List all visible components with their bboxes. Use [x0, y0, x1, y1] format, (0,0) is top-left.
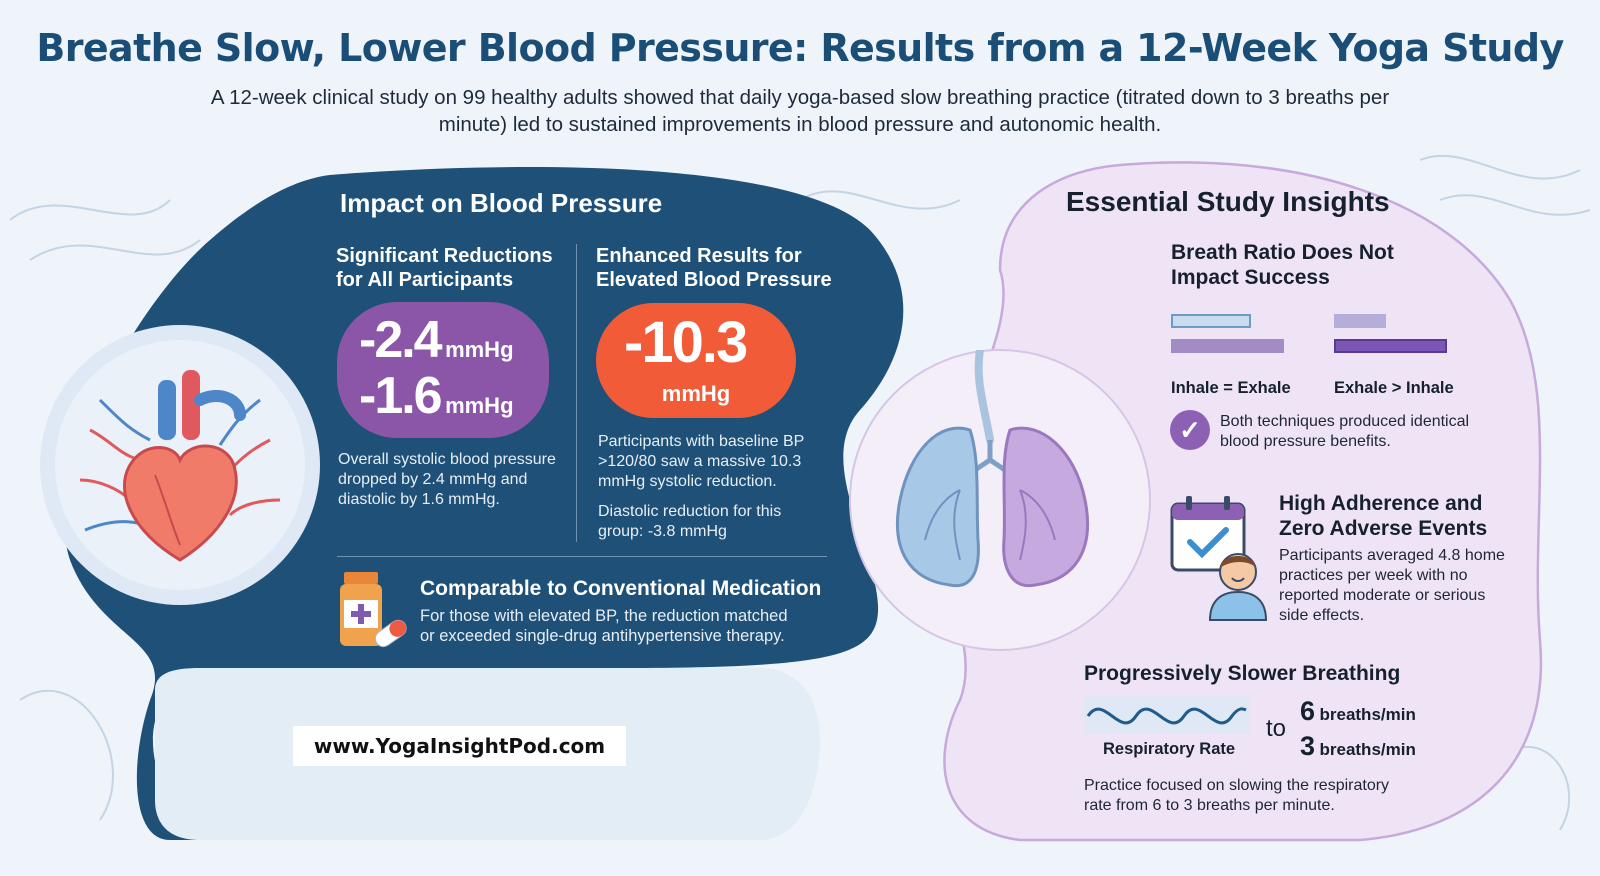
medication-title: Comparable to Conventional Medication [420, 577, 822, 600]
ratio-note: Both techniques produced identical blood… [1220, 413, 1470, 450]
section-divider [337, 556, 827, 557]
inhale-equal-bar-top [1171, 314, 1251, 328]
adherence-heading: High Adherence and Zero Adverse Events [1279, 492, 1488, 540]
rate-to: 3 breaths/min [1300, 731, 1416, 761]
adherence-description: Participants averaged 4.8 home practices… [1279, 547, 1505, 624]
inhale-equal-bar-bottom [1171, 339, 1284, 353]
breathing-heading: Progressively Slower Breathing [1084, 662, 1401, 685]
systolic-unit: mmHg [445, 337, 514, 362]
insights-panel-shape [943, 161, 1543, 842]
to-word: to [1266, 715, 1287, 742]
all-participants-badge: -2.4 mmHg -1.6 mmHg [337, 302, 549, 438]
wave-icon [1084, 696, 1250, 734]
page-subtitle: A 12-week clinical study on 99 healthy a… [210, 86, 1390, 136]
bp-panel-title: Impact on Blood Pressure [340, 188, 663, 218]
breath-ratio-heading: Breath Ratio Does Not Impact Success [1171, 241, 1394, 289]
inhale-equal-label: Inhale = Exhale [1171, 379, 1291, 397]
person-icon [1208, 553, 1268, 621]
column-divider [576, 244, 577, 542]
elevated-bp-badge: -10.3 mmHg [596, 303, 796, 418]
heart-icon [79, 370, 281, 562]
elevated-unit: mmHg [661, 381, 731, 406]
calendar-icon [1170, 496, 1268, 621]
exhale-longer-label: Exhale > Inhale [1334, 379, 1454, 397]
elevated-diastolic-note: Diastolic reduction for this group: -3.8… [598, 503, 782, 540]
all-participants-description: Overall systolic blood pressure dropped … [338, 451, 556, 508]
elevated-value: -10.3 [624, 310, 748, 375]
exhale-longer-bar-bottom [1334, 339, 1447, 353]
rate-from: 6 breaths/min [1300, 696, 1416, 726]
lungs-icon [895, 350, 1090, 588]
medication-description: For those with elevated BP, the reductio… [420, 607, 788, 645]
elevated-bp-heading: Enhanced Results for Elevated Blood Pres… [596, 245, 832, 291]
medicine-bottle-icon [340, 572, 407, 648]
respiratory-rate-label: Respiratory Rate [1103, 740, 1236, 758]
insights-title: Essential Study Insights [1066, 186, 1390, 217]
check-icon: ✓ [1170, 410, 1210, 450]
all-participants-heading: Significant Reductions for All Participa… [336, 245, 553, 291]
systolic-value: -2.4 [359, 311, 443, 369]
elevated-bp-description: Participants with baseline BP >120/80 sa… [598, 433, 805, 490]
website-link[interactable]: www.YogaInsightPod.com [293, 726, 626, 766]
diastolic-value: -1.6 [359, 367, 443, 425]
exhale-longer-bar-top [1334, 314, 1386, 328]
page-title: Breathe Slow, Lower Blood Pressure: Resu… [36, 26, 1564, 70]
diastolic-unit: mmHg [445, 393, 514, 418]
breathing-description: Practice focused on slowing the respirat… [1084, 777, 1390, 814]
pill-icon [374, 619, 407, 648]
